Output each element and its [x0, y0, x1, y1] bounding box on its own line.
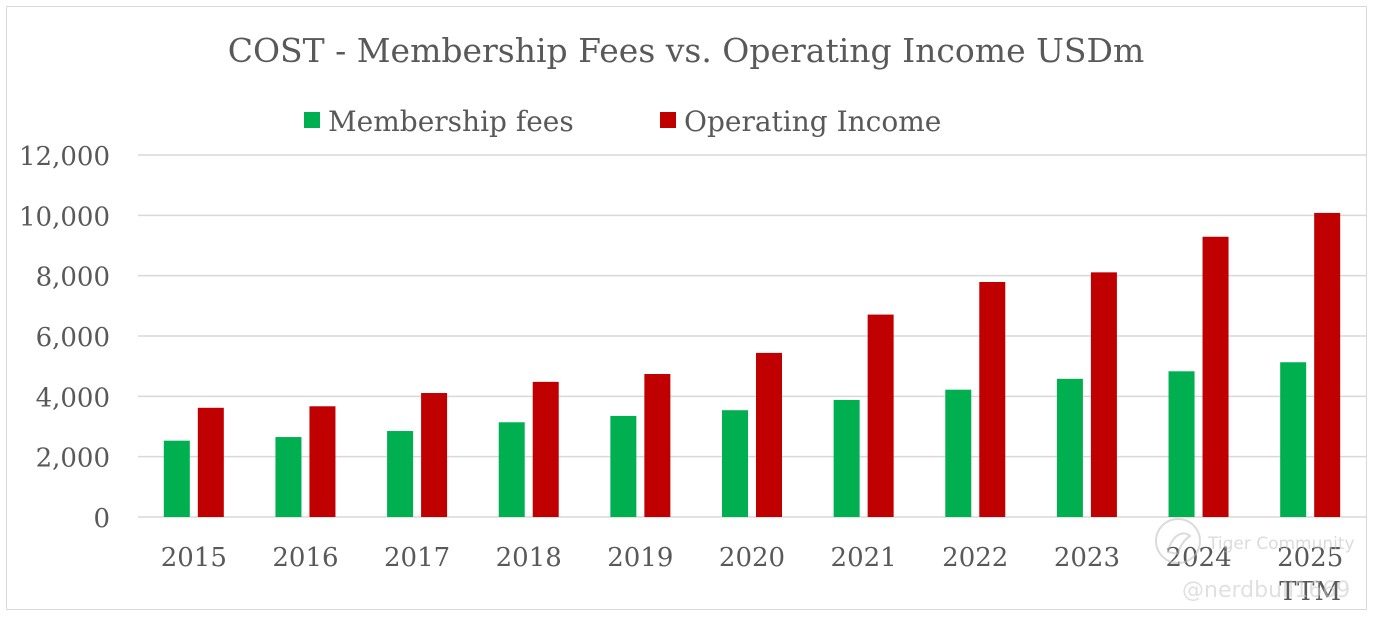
- legend-swatch: [304, 112, 320, 128]
- bar-operating-income: [1202, 236, 1229, 518]
- legend-swatch: [660, 112, 676, 128]
- bar-operating-income: [867, 314, 894, 517]
- x-tick-label: 2016: [272, 543, 338, 573]
- bar-operating-income: [309, 406, 336, 517]
- bar-membership-fees: [1280, 362, 1307, 517]
- bar-operating-income: [644, 374, 671, 517]
- bar-membership-fees: [1056, 378, 1083, 517]
- x-tick-label: 2022: [942, 543, 1008, 573]
- bar-operating-income: [1090, 272, 1117, 517]
- y-tick-label: 2,000: [36, 444, 110, 474]
- bar-operating-income: [1314, 212, 1341, 518]
- legend: Membership fees Operating Income: [304, 105, 941, 138]
- x-tick-label: 2018: [496, 543, 562, 573]
- tiger-logo-icon: [1155, 518, 1201, 564]
- bar-membership-fees: [163, 440, 190, 517]
- y-tick-label: 8,000: [36, 263, 110, 293]
- legend-item: Operating Income: [660, 105, 941, 138]
- bar-membership-fees: [610, 415, 637, 517]
- x-tick-label: 2023: [1054, 543, 1120, 573]
- bar-membership-fees: [1168, 371, 1195, 517]
- chart-frame: [6, 6, 1367, 610]
- y-tick-label: 10,000: [19, 202, 110, 232]
- watermark: Tiger Community @nerdbull1669: [1155, 518, 1355, 603]
- bar-operating-income: [197, 407, 224, 517]
- x-tick-label: 2017: [384, 543, 450, 573]
- x-tick-label: 2021: [831, 543, 897, 573]
- y-tick-label: 6,000: [36, 323, 110, 353]
- bars: [163, 212, 1341, 518]
- x-tick-sublabel: TTM: [1279, 577, 1341, 607]
- bar-membership-fees: [945, 389, 972, 517]
- y-axis: 0 2,000 4,000 6,000 8,000 10,000 12,000: [19, 142, 110, 534]
- watermark-handle: @nerdbull1669: [1182, 578, 1350, 603]
- bar-membership-fees: [833, 399, 860, 517]
- y-tick-label: 4,000: [36, 383, 110, 413]
- bar-membership-fees: [275, 437, 302, 517]
- bar-operating-income: [421, 393, 448, 517]
- x-tick-label: 2025: [1277, 543, 1343, 573]
- x-tick-label: 2015: [161, 543, 227, 573]
- bar-membership-fees: [387, 431, 414, 517]
- x-tick-label: 2019: [607, 543, 673, 573]
- bar-membership-fees: [498, 422, 525, 517]
- legend-label: Operating Income: [684, 105, 941, 138]
- y-tick-label: 12,000: [19, 142, 110, 172]
- bar-operating-income: [979, 282, 1006, 517]
- bar-membership-fees: [722, 410, 748, 517]
- y-tick-label: 0: [93, 504, 110, 534]
- watermark-brand: Tiger Community: [1207, 534, 1355, 554]
- legend-label: Membership fees: [328, 105, 574, 138]
- legend-item: Membership fees: [304, 105, 574, 138]
- bar-operating-income: [756, 352, 782, 517]
- gridlines: [138, 154, 1366, 518]
- chart-title: COST - Membership Fees vs. Operating Inc…: [228, 31, 1145, 70]
- x-tick-label: 2020: [719, 543, 785, 573]
- x-axis: 2015 2016 2017 2018 2019 2020 2021 2022 2023 2024…: [161, 543, 1344, 607]
- bar-operating-income: [532, 381, 559, 517]
